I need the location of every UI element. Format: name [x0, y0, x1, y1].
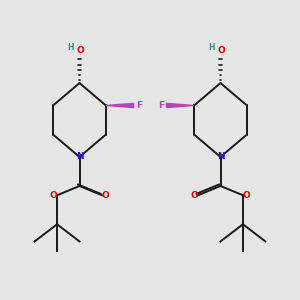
Text: O: O — [102, 191, 110, 200]
Text: F: F — [158, 101, 164, 110]
Text: O: O — [76, 46, 84, 56]
Text: N: N — [217, 152, 224, 161]
Polygon shape — [106, 103, 134, 108]
Text: H: H — [67, 44, 74, 52]
Text: O: O — [217, 46, 225, 56]
Polygon shape — [167, 103, 194, 108]
Text: N: N — [76, 152, 83, 161]
Text: O: O — [243, 191, 251, 200]
Text: F: F — [136, 101, 142, 110]
Text: O: O — [49, 191, 57, 200]
Text: O: O — [190, 191, 198, 200]
Text: H: H — [208, 44, 215, 52]
